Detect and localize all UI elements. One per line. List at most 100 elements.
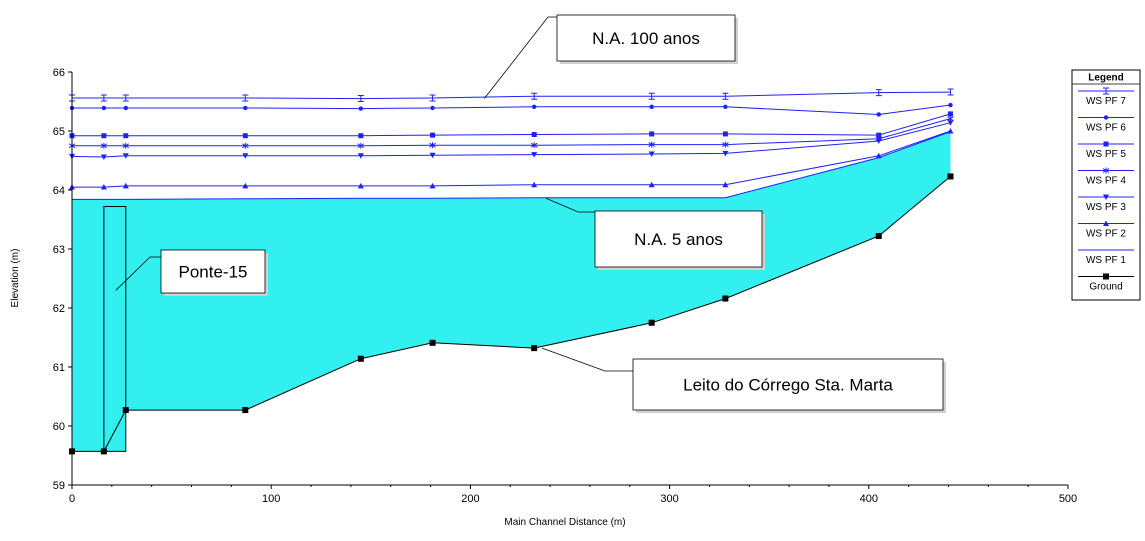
data-point-marker	[722, 131, 728, 137]
data-point-marker	[531, 104, 537, 110]
data-point-marker	[100, 448, 107, 455]
legend-entry-label: WS PF 4	[1086, 176, 1126, 187]
data-point-marker	[531, 132, 537, 138]
y-tick-label: 63	[53, 244, 65, 256]
data-point-marker	[122, 153, 129, 159]
data-point-marker	[242, 94, 249, 102]
callout-leader-line	[115, 256, 161, 291]
data-point-marker	[242, 133, 248, 139]
data-point-marker	[101, 133, 107, 139]
data-point-marker	[429, 182, 436, 189]
series-line	[71, 122, 951, 158]
data-point-marker	[358, 133, 364, 139]
data-point-marker	[876, 112, 881, 117]
data-point-marker	[531, 345, 538, 352]
y-tick-label: 66	[53, 67, 65, 79]
data-point-marker	[429, 339, 436, 346]
data-point-marker	[242, 153, 249, 159]
x-tick-label: 400	[860, 493, 878, 505]
data-point-marker	[722, 141, 729, 148]
bridge-outline	[103, 206, 127, 452]
data-point-marker	[357, 182, 364, 189]
data-point-marker	[875, 138, 882, 145]
data-point-marker	[122, 407, 129, 414]
series-line	[72, 118, 951, 147]
data-point-marker	[531, 92, 538, 100]
x-tick-label: 0	[69, 493, 75, 505]
data-point-marker	[100, 94, 107, 102]
series-line	[72, 131, 951, 200]
data-point-marker	[1102, 167, 1110, 174]
data-point-marker	[430, 105, 435, 111]
legend-entry-label: WS PF 1	[1086, 255, 1126, 266]
data-point-marker	[948, 102, 953, 108]
data-point-marker	[649, 104, 654, 110]
data-point-marker	[1103, 141, 1109, 147]
data-point-marker	[722, 92, 729, 100]
legend-title: Legend	[1088, 73, 1124, 84]
x-tick-label: 100	[262, 493, 280, 505]
y-axis-title: Elevation (m)	[10, 249, 21, 308]
data-point-marker	[947, 111, 953, 117]
callout-leader-line	[541, 347, 633, 372]
data-point-marker	[648, 151, 655, 158]
data-point-marker	[722, 150, 729, 157]
series-group	[69, 111, 953, 139]
data-point-marker	[101, 105, 107, 111]
data-point-marker	[722, 295, 729, 302]
data-point-marker	[947, 88, 954, 96]
data-point-marker	[100, 154, 107, 160]
y-tick-label: 60	[53, 421, 65, 433]
legend-entry-label: WS PF 6	[1086, 123, 1126, 134]
legend-entry-label: WS PF 5	[1086, 149, 1126, 160]
series-line	[72, 113, 951, 137]
y-tick-label: 65	[53, 126, 65, 138]
data-point-marker	[530, 142, 538, 149]
data-point-marker	[648, 141, 655, 148]
data-point-marker	[648, 181, 655, 188]
legend-entry-label: WS PF 7	[1086, 96, 1126, 107]
data-point-marker	[357, 95, 364, 103]
data-point-marker	[648, 92, 655, 100]
data-point-marker	[100, 142, 108, 149]
data-point-marker	[429, 142, 436, 149]
callout-box	[632, 358, 944, 411]
series-group	[72, 131, 951, 200]
legend-box	[1071, 69, 1141, 301]
y-tick-label: 62	[53, 303, 65, 315]
data-point-marker	[875, 89, 882, 97]
data-point-marker	[1103, 87, 1109, 95]
callout-leader-line	[545, 197, 595, 213]
data-point-marker	[242, 142, 249, 149]
callout-box	[594, 210, 763, 268]
data-point-marker	[723, 104, 728, 110]
callout-leader-line	[484, 16, 557, 99]
data-point-marker	[430, 132, 436, 138]
data-point-marker	[243, 105, 248, 111]
data-point-marker	[100, 184, 107, 190]
callout-box	[160, 249, 266, 294]
callout-box	[556, 14, 736, 62]
data-point-marker	[242, 407, 249, 414]
x-tick-label: 300	[660, 493, 678, 505]
data-point-marker	[531, 152, 538, 158]
data-point-marker	[122, 182, 129, 189]
y-tick-label: 64	[53, 185, 65, 197]
y-tick-label: 59	[53, 480, 65, 492]
data-point-marker	[1103, 194, 1109, 200]
callout-text: Ponte-15	[179, 263, 248, 282]
x-tick-label: 500	[1059, 493, 1077, 505]
data-point-marker	[357, 142, 365, 149]
data-point-marker	[122, 142, 130, 149]
data-point-marker	[1103, 220, 1109, 226]
legend-entry-label: WS PF 3	[1086, 202, 1126, 213]
data-point-marker	[947, 120, 954, 126]
data-point-marker	[722, 181, 729, 188]
data-point-marker	[123, 105, 128, 111]
callout-text: N.A. 100 anos	[592, 29, 700, 48]
x-tick-label: 200	[461, 493, 479, 505]
legend-entry-label: WS PF 2	[1086, 229, 1126, 240]
data-point-marker	[1103, 115, 1109, 120]
data-point-marker	[123, 133, 129, 139]
